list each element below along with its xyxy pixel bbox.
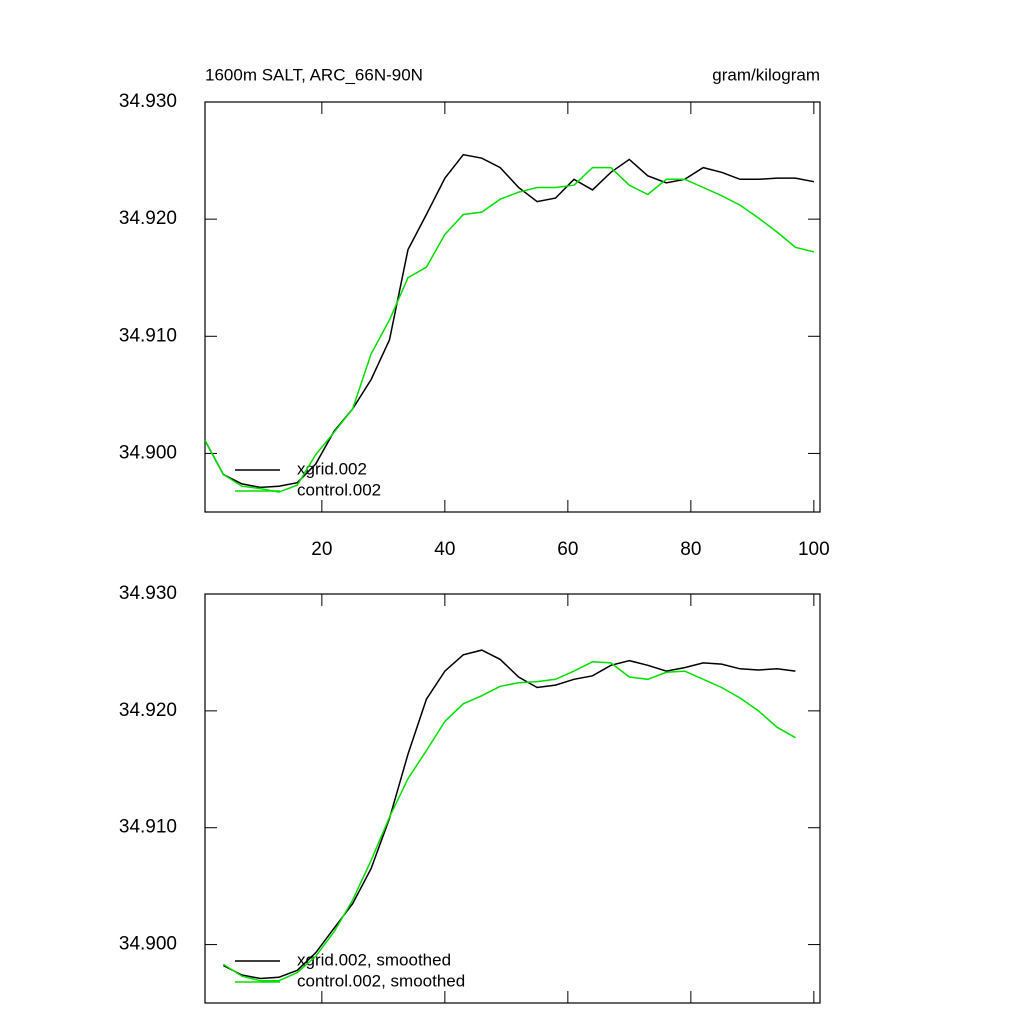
x-tick-label: 60	[557, 539, 578, 560]
y-tick-label: 34.920	[119, 208, 177, 229]
y-tick-label: 34.900	[119, 442, 177, 463]
chart-title: 1600m SALT, ARC_66N-90N	[205, 65, 423, 84]
units-label: gram/kilogram	[712, 65, 820, 84]
legend-label: xgrid.002, smoothed	[297, 950, 451, 969]
y-tick-label: 34.900	[119, 934, 177, 955]
y-tick-label: 34.910	[119, 325, 177, 346]
data-line	[204, 166, 815, 493]
x-tick-label: 40	[434, 539, 455, 560]
legend-label: control.002, smoothed	[297, 971, 465, 990]
data-line	[204, 153, 815, 489]
data-line	[222, 661, 796, 982]
x-tick-label: 100	[798, 539, 830, 560]
plot-frame	[204, 101, 821, 513]
legend-label: control.002	[297, 480, 381, 499]
x-tick-label: 20	[311, 539, 332, 560]
x-tick-label: 80	[680, 539, 701, 560]
plot-frame	[204, 593, 821, 1004]
data-line	[223, 649, 796, 980]
legend-label: xgrid.002	[297, 459, 367, 478]
y-tick-label: 34.930	[119, 583, 177, 604]
y-tick-label: 34.930	[119, 91, 177, 112]
y-tick-label: 34.910	[119, 817, 177, 838]
y-tick-label: 34.920	[119, 700, 177, 721]
